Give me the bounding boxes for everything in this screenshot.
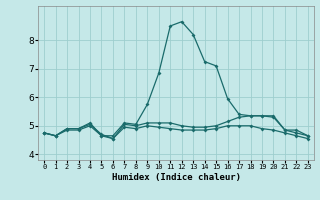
X-axis label: Humidex (Indice chaleur): Humidex (Indice chaleur) bbox=[111, 173, 241, 182]
